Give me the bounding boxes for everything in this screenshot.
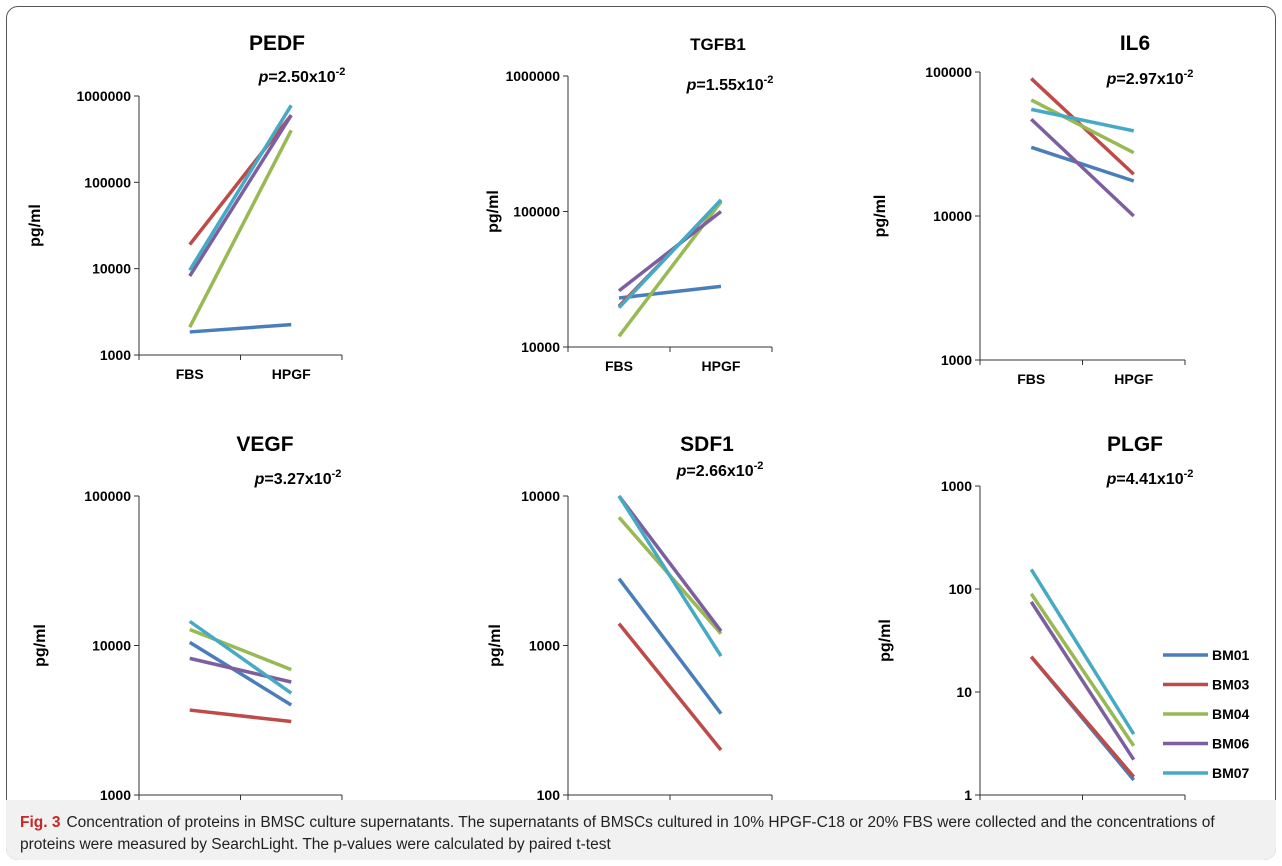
y-axis-label: pg/ml: [27, 204, 44, 247]
legend-label-bm06: BM06: [1212, 736, 1250, 752]
y-tick-label: 100: [949, 581, 973, 597]
p-value-annotation: p=2.50x10-2: [258, 66, 346, 86]
legend-label-bm04: BM04: [1212, 706, 1250, 722]
y-axis-label: pg/ml: [485, 190, 502, 233]
y-tick-label: 1000: [100, 787, 131, 800]
series-line-bm07: [188, 619, 293, 695]
series-line-bm01: [617, 577, 723, 715]
p-value-annotation: p=3.27x10-2: [254, 468, 342, 488]
series-line-bm03: [188, 114, 293, 246]
y-tick-label: 1: [964, 787, 972, 800]
series-line-bm01: [188, 640, 293, 707]
series-line-bm01: [618, 284, 722, 300]
series-line-bm03: [1029, 655, 1136, 778]
series-line-bm06: [188, 114, 293, 278]
y-tick-label: 1000: [941, 478, 972, 494]
chart-title: PLGF: [1107, 433, 1163, 456]
series-line-bm04: [189, 627, 292, 672]
chart-title: PEDF: [249, 32, 305, 55]
series-line-bm03: [189, 708, 292, 724]
series-line-bm06: [1029, 600, 1136, 761]
y-tick-label: 100000: [84, 174, 131, 190]
series-line-bm07: [1029, 568, 1136, 736]
legend-label-bm07: BM07: [1212, 765, 1250, 781]
y-tick-label: 10000: [933, 208, 972, 224]
x-tick-label: HPGF: [702, 358, 741, 374]
x-tick-label: FBS: [1017, 371, 1045, 387]
x-tick-label: HPGF: [272, 366, 311, 382]
series-line-bm01: [189, 322, 292, 334]
series-line-bm06: [1030, 117, 1135, 218]
series-line-bm07: [617, 495, 723, 657]
series-line-bm04: [1030, 98, 1135, 155]
p-value-annotation: p=1.55x10-2: [686, 74, 774, 94]
chart-title: TGFB1: [690, 35, 746, 54]
y-axis-label: pg/ml: [487, 624, 504, 667]
y-tick-label: 10000: [92, 261, 131, 277]
y-tick-label: 10: [956, 684, 972, 700]
y-axis-label: pg/ml: [872, 195, 889, 238]
legend-label-bm01: BM01: [1212, 647, 1250, 663]
legend: BM01 BM03 BM04 BM06 BM07: [1163, 647, 1250, 781]
legend-label-bm03: BM03: [1212, 677, 1250, 693]
y-axis-label: pg/ml: [877, 619, 894, 662]
series-line-bm07: [1030, 107, 1135, 133]
y-tick-label: 1000: [941, 352, 972, 368]
series-line-bm04: [1029, 592, 1136, 747]
y-axis-label: pg/ml: [32, 624, 49, 667]
series-line-bm06: [189, 656, 292, 684]
series-line-bm06: [617, 494, 723, 633]
y-tick-label: 100000: [84, 488, 131, 504]
chart-panel-tgfb1: TGFB1 p=1.55x10-2 10000 100000 1000000 FBS HPG…: [485, 35, 773, 374]
y-tick-label: 10000: [521, 488, 560, 504]
caption-text: Concentration of proteins in BMSC cultur…: [20, 814, 1215, 853]
y-tick-label: 1000000: [505, 68, 560, 84]
p-value-annotation: p=4.41x10-2: [1106, 468, 1194, 488]
series-line-bm01: [1030, 145, 1135, 183]
x-tick-label: FBS: [176, 366, 204, 382]
y-tick-label: 100000: [925, 64, 972, 80]
chart-title: SDF1: [680, 433, 734, 456]
x-tick-label: HPGF: [1114, 371, 1153, 387]
series-line-bm04: [188, 129, 293, 328]
chart-title: IL6: [1120, 32, 1150, 55]
series-line-bm03: [617, 622, 723, 752]
y-tick-label: 10000: [92, 638, 131, 654]
x-tick-label: FBS: [605, 358, 633, 374]
series-line-bm07: [617, 198, 723, 309]
chart-panel-il6: IL6 p=2.97x10-2 1000 10000 100000 FBS HPGF pg/m…: [872, 32, 1193, 387]
p-value-annotation: p=2.97x10-2: [1106, 68, 1194, 88]
series-line-bm07: [188, 104, 293, 272]
y-tick-label: 10000: [521, 339, 560, 355]
figure-caption: Fig. 3 Concentration of proteins in BMSC …: [6, 800, 1276, 860]
caption-label: Fig. 3: [20, 814, 61, 831]
y-tick-label: 1000000: [76, 88, 131, 104]
chart-panel-vegf: VEGFp=3.27x10-2100010000100000FBSHPGFpg/…: [32, 433, 343, 800]
chart-title: VEGF: [236, 433, 293, 456]
y-tick-label: 100000: [513, 204, 560, 220]
p-value-annotation: p=2.66x10-2: [676, 460, 764, 480]
chart-panel-pedf: PEDF p=2.50x10-2 1000 10000 100000 1000000 FBS…: [27, 32, 345, 382]
y-tick-label: 100: [537, 787, 561, 800]
y-tick-label: 1000: [100, 347, 131, 363]
series-line-bm06: [617, 210, 723, 293]
y-tick-label: 1000: [529, 638, 560, 654]
figure-canvas: PEDF p=2.50x10-2 1000 10000 100000 1000000 FBS…: [27, 32, 1250, 800]
